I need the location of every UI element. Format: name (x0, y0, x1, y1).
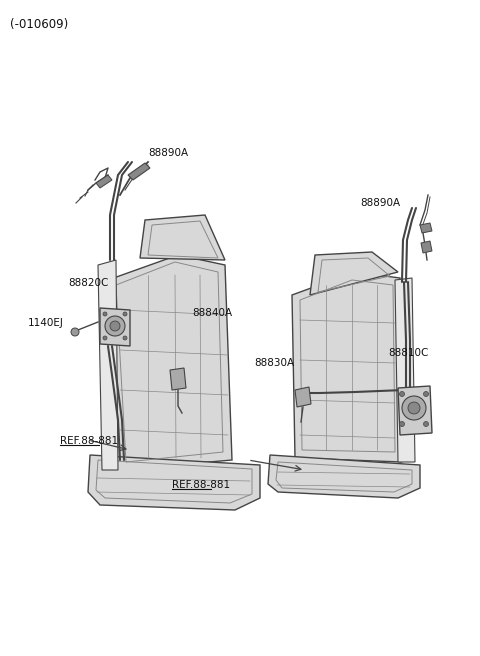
Circle shape (110, 321, 120, 331)
Text: 88810C: 88810C (388, 348, 428, 358)
Circle shape (71, 328, 79, 336)
Text: REF.88-881: REF.88-881 (60, 436, 118, 446)
Polygon shape (268, 455, 420, 498)
Polygon shape (421, 241, 432, 253)
Circle shape (408, 402, 420, 414)
Text: 1140EJ: 1140EJ (28, 318, 64, 328)
Circle shape (423, 422, 429, 426)
Text: 88820C: 88820C (68, 278, 108, 288)
Polygon shape (292, 272, 402, 462)
Circle shape (423, 392, 429, 396)
Circle shape (103, 312, 107, 316)
Text: 88830A: 88830A (254, 358, 294, 368)
Circle shape (399, 392, 405, 396)
Polygon shape (395, 278, 415, 462)
Text: REF.88-881: REF.88-881 (172, 480, 230, 490)
Circle shape (105, 316, 125, 336)
Circle shape (103, 336, 107, 340)
Text: 88890A: 88890A (148, 148, 188, 158)
Polygon shape (108, 255, 232, 470)
Polygon shape (98, 260, 118, 470)
Circle shape (123, 336, 127, 340)
Text: (-010609): (-010609) (10, 18, 68, 31)
Polygon shape (140, 215, 225, 260)
Polygon shape (295, 387, 311, 407)
Polygon shape (310, 252, 398, 295)
Polygon shape (128, 163, 150, 180)
Polygon shape (398, 386, 432, 435)
Polygon shape (420, 223, 432, 233)
Circle shape (123, 312, 127, 316)
Polygon shape (170, 368, 186, 390)
Circle shape (402, 396, 426, 420)
Circle shape (399, 422, 405, 426)
Polygon shape (88, 455, 260, 510)
Text: 88840A: 88840A (192, 308, 232, 318)
Polygon shape (100, 308, 130, 346)
Text: 88890A: 88890A (360, 198, 400, 208)
Polygon shape (96, 175, 112, 188)
